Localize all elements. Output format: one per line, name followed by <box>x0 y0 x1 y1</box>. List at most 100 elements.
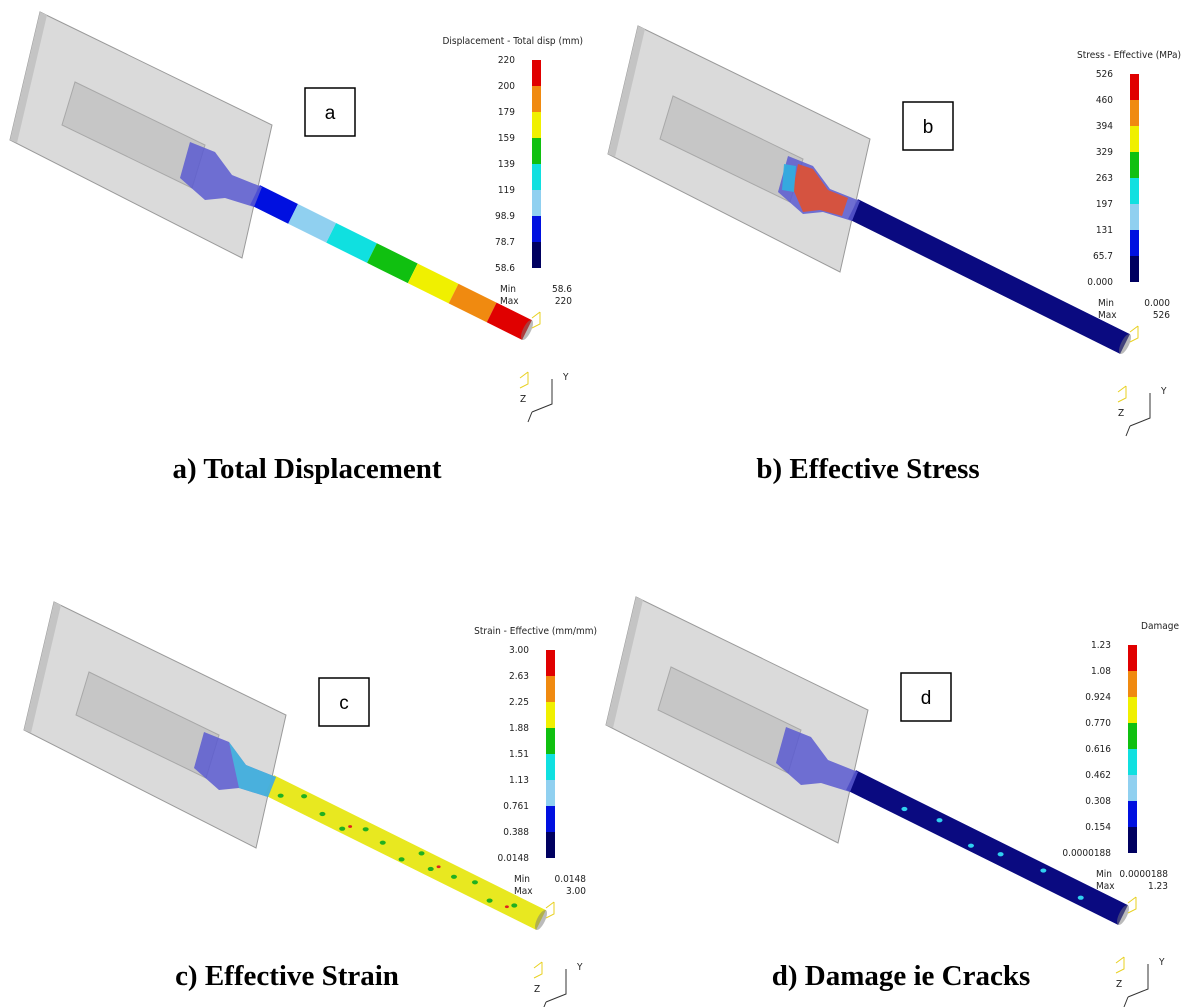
legend-swatch <box>532 190 541 216</box>
speck <box>437 865 441 868</box>
min-label: Min <box>1098 298 1114 309</box>
panel: dDamage1.231.080.9240.7700.6160.4620.308… <box>606 597 1179 1007</box>
triad-yellow <box>546 902 554 918</box>
legend-swatch <box>1128 801 1137 827</box>
legend-swatch <box>546 806 555 832</box>
max-label: Max <box>1098 310 1117 321</box>
legend-label: 0.154 <box>1085 822 1111 833</box>
legend-swatch <box>532 242 541 268</box>
legend-label: 0.616 <box>1085 744 1111 755</box>
figure: a Displacement - Total disp (mm) 220 200 179… <box>0 0 1193 1007</box>
legend-label: 1.08 <box>1091 666 1111 677</box>
caption: d) Damage ie Cracks <box>772 960 1031 992</box>
speck <box>937 818 943 822</box>
triad-y: Y <box>1158 957 1165 968</box>
legend-title: Damage <box>1141 621 1179 632</box>
legend-swatch <box>1130 204 1139 230</box>
triad-z: Z <box>1118 408 1124 419</box>
legend-swatch <box>532 138 541 164</box>
legend-swatch <box>546 754 555 780</box>
legend-label: 139 <box>498 159 515 170</box>
legend-label: 159 <box>498 133 515 144</box>
legend-label: 0.761 <box>503 801 529 812</box>
triad-z: Z <box>534 984 540 995</box>
legend-label: 119 <box>498 185 515 196</box>
max-label: Max <box>500 296 519 307</box>
legend-label: 2.63 <box>509 671 529 682</box>
speck <box>348 825 352 828</box>
min-value: 0.0000188 <box>1119 869 1168 880</box>
speck <box>998 852 1004 856</box>
legend-label: 0.308 <box>1085 796 1111 807</box>
legend-label: 179 <box>498 107 515 118</box>
speck <box>901 807 907 811</box>
legend-swatch <box>1128 645 1137 671</box>
legend-label: 65.7 <box>1093 251 1113 262</box>
triad <box>1126 393 1150 436</box>
neck-stress-2 <box>782 164 796 192</box>
triad-z: Z <box>520 394 526 405</box>
triad <box>1124 964 1148 1007</box>
speck <box>428 867 434 871</box>
legend-label: 394 <box>1096 121 1113 132</box>
speck <box>399 857 405 861</box>
legend-swatch <box>1128 723 1137 749</box>
triad-yellow <box>520 372 528 388</box>
speck <box>301 794 307 798</box>
legend-swatch <box>1128 697 1137 723</box>
legend-label: 1.51 <box>509 749 529 760</box>
speck <box>1078 896 1084 900</box>
legend-swatch <box>532 60 541 86</box>
legend-swatch <box>1130 152 1139 178</box>
speck <box>1040 868 1046 872</box>
triad-yellow <box>532 312 540 328</box>
legend-label: 0.0148 <box>498 853 530 864</box>
legend-title: Displacement - Total disp (mm) <box>442 36 583 47</box>
caption: a) Total Displacement <box>172 453 441 485</box>
legend-swatch <box>546 780 555 806</box>
speck <box>419 851 425 855</box>
legend-label: 0.000 <box>1087 277 1113 288</box>
legend-label: 460 <box>1096 95 1113 106</box>
triad-z: Z <box>1116 979 1122 990</box>
legend-label: 220 <box>498 55 515 66</box>
speck <box>505 905 509 908</box>
legend-label: 1.13 <box>509 775 529 786</box>
panel-label: d <box>921 688 932 709</box>
legend-swatch <box>532 216 541 242</box>
speck <box>511 903 517 907</box>
triad-yellow <box>534 962 542 978</box>
min-value: 58.6 <box>552 284 572 295</box>
caption: b) Effective Stress <box>756 453 979 485</box>
speck <box>451 875 457 879</box>
legend-label: 131 <box>1096 225 1113 236</box>
triad-yellow <box>1128 897 1136 913</box>
legend-label: 263 <box>1096 173 1113 184</box>
max-value: 1.23 <box>1148 881 1168 892</box>
rod-segment <box>326 223 377 263</box>
legend-swatch <box>546 650 555 676</box>
triad-yellow <box>1116 957 1124 973</box>
legend-swatch <box>546 728 555 754</box>
legend-label: 2.25 <box>509 697 529 708</box>
legend-swatch <box>546 832 555 858</box>
panel: bStress - Effective (MPa)526460394329263… <box>608 26 1181 436</box>
rod-segment <box>408 263 459 303</box>
speck <box>319 812 325 816</box>
caption: c) Effective Strain <box>175 960 399 992</box>
panel-label: c <box>339 693 349 714</box>
legend-label: 0.462 <box>1085 770 1111 781</box>
max-label: Max <box>1096 881 1115 892</box>
panel-label: a <box>325 103 336 124</box>
legend-swatch <box>1130 100 1139 126</box>
speck <box>339 827 345 831</box>
min-value: 0.0148 <box>555 874 587 885</box>
min-label: Min <box>514 874 530 885</box>
legend-swatch <box>1130 178 1139 204</box>
legend-label: 200 <box>498 81 515 92</box>
speck <box>487 899 493 903</box>
legend-swatch <box>546 676 555 702</box>
legend-label: 526 <box>1096 69 1113 80</box>
triad-y: Y <box>562 372 569 383</box>
